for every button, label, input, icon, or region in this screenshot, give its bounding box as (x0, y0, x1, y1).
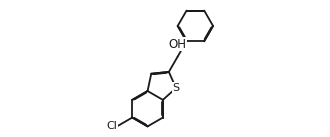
Text: OH: OH (169, 38, 187, 51)
Text: S: S (173, 83, 180, 93)
Text: Cl: Cl (106, 121, 117, 131)
